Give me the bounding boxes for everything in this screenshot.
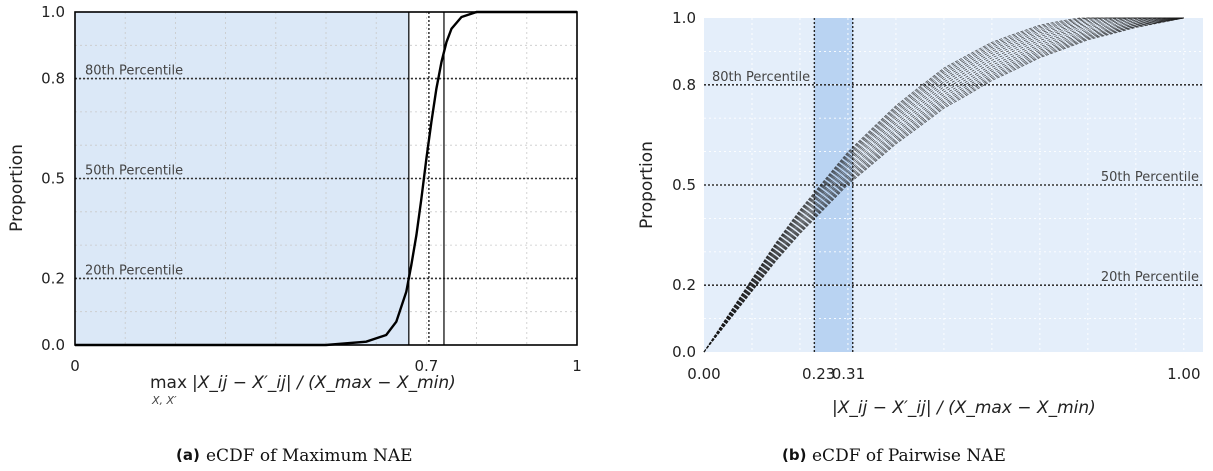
percentile-label: 20th Percentile <box>85 263 183 278</box>
panel-a-percentile-labels: 80th Percentile 50th Percentile 20th Perce… <box>85 64 183 279</box>
ecdf-curve <box>703 17 1184 353</box>
x-tick-label: 1.00 <box>1167 365 1200 383</box>
panel-b-caption: eCDF of Pairwise NAE <box>812 446 1006 466</box>
y-tick-label: 0.8 <box>672 76 696 94</box>
ecdf-curve <box>703 17 1184 353</box>
y-tick-label: 1.0 <box>41 3 65 21</box>
percentile-label: 80th Percentile <box>85 64 183 79</box>
panel-a-tick-labels: 0 0.7 1 0.0 0.2 0.5 0.8 1.0 <box>41 3 582 375</box>
panel-b-y-axis-label: Proportion <box>637 141 657 229</box>
ecdf-curve <box>703 17 1184 353</box>
ecdf-curve <box>703 17 1184 353</box>
panel-a-chart: 0 0.7 1 0.0 0.2 0.5 0.8 1.0 80th Percentile 50th… <box>7 3 582 466</box>
ecdf-curve <box>703 17 1184 353</box>
panel-b-x-axis-label: |X_ij − X′_ij| / (X_max − X_min) <box>832 398 1096 418</box>
ecdf-curve <box>703 17 1184 353</box>
percentile-label: 50th Percentile <box>1101 170 1199 185</box>
panel-b-caption-label: (b) <box>782 446 806 464</box>
ecdf-curve <box>703 17 1184 353</box>
x-tick-label: 0.00 <box>687 365 720 383</box>
y-tick-label: 0.5 <box>41 170 65 188</box>
panel-a-ecdf-curve <box>75 10 577 347</box>
ecdf-curve <box>703 17 1184 353</box>
x-tick-label: 0.23 <box>802 365 835 383</box>
y-tick-label: 0.8 <box>41 70 65 88</box>
panel-b-ecdf-curves <box>703 17 1184 353</box>
panel-a-x-axis-label-subscript: X, X′ <box>151 394 177 407</box>
panel-b-grid <box>704 18 1203 352</box>
ecdf-curve <box>703 17 1184 353</box>
ecdf-curve <box>703 17 1184 353</box>
ecdf-curve <box>703 17 1184 353</box>
ecdf-curve <box>703 17 1184 353</box>
x-tick-label: 0.7 <box>414 357 438 375</box>
panel-b-chart: 0.00 0.230.31 1.00 0.0 0.2 0.5 0.8 1.0 80th Per… <box>637 9 1203 466</box>
percentile-label: 20th Percentile <box>1101 270 1199 285</box>
panel-a-x-axis-label: |X_ij − X′_ij| / (X_max − X_min) <box>192 373 456 393</box>
y-tick-label: 0.2 <box>41 269 65 287</box>
panel-a-caption-label: (a) <box>176 446 200 464</box>
panel-b-percentile-labels: 80th Percentile 50th Percentile 20th Perce… <box>712 70 1199 285</box>
x-tick-label: 0 <box>70 357 80 375</box>
y-tick-label: 1.0 <box>672 9 696 27</box>
panel-a-y-axis-label: Proportion <box>7 144 27 232</box>
ecdf-curve <box>703 17 1184 353</box>
x-tick-label: 1 <box>572 357 582 375</box>
ecdf-curve <box>703 17 1184 353</box>
ecdf-curve <box>703 17 1184 353</box>
panel-a-vertical-lines <box>408 12 445 345</box>
panel-a-frame <box>74 11 578 346</box>
y-tick-label: 0.0 <box>41 336 65 354</box>
y-tick-label: 0.0 <box>672 343 696 361</box>
ecdf-curve <box>703 17 1184 353</box>
panel-a-x-axis-label-max: max <box>150 373 187 393</box>
percentile-label: 50th Percentile <box>85 164 183 179</box>
y-tick-label: 0.2 <box>672 276 696 294</box>
ecdf-curve <box>703 17 1184 353</box>
percentile-label: 80th Percentile <box>712 70 810 85</box>
y-tick-label: 0.5 <box>672 176 696 194</box>
panel-b-tick-labels: 0.00 0.230.31 1.00 0.0 0.2 0.5 0.8 1.0 <box>672 9 1200 383</box>
panel-b-percentile-lines <box>704 84 1203 287</box>
panel-a-caption: eCDF of Maximum NAE <box>206 446 413 466</box>
x-tick-label: 0.31 <box>832 365 865 383</box>
